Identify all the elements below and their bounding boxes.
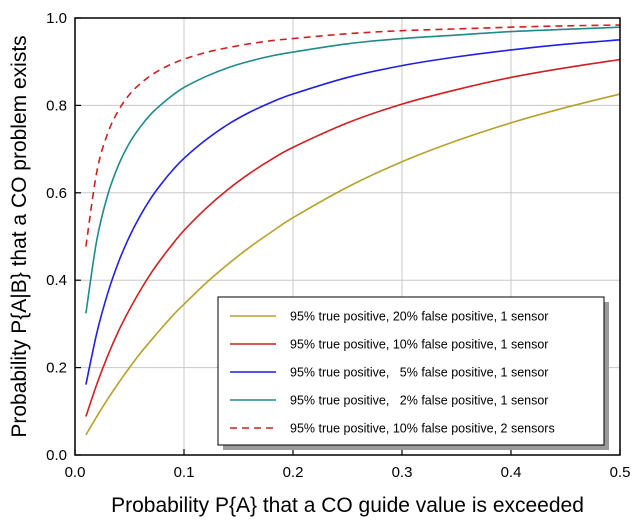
legend-label: 95% true positive, 10% false positive, 1…: [290, 338, 548, 352]
y-tick-label: 1.0: [46, 10, 67, 27]
x-tick-label: 0.0: [65, 464, 86, 481]
grid-lines: [75, 18, 620, 455]
series-lines: [85, 24, 621, 436]
legend-label: 95% true positive, 10% false positive, 2…: [290, 422, 555, 436]
y-tick-label: 0.8: [46, 97, 67, 114]
legend-label: 95% true positive, 5% false positive, 1 …: [290, 366, 548, 380]
series-line-3: [85, 39, 621, 385]
x-axis-label: Probability P{A} that a CO guide value i…: [111, 494, 584, 517]
plot-frame: [74, 17, 621, 456]
series-line-5: [85, 24, 621, 247]
legend-label: 95% true positive, 2% false positive, 1 …: [290, 394, 548, 408]
y-tick-label: 0.6: [46, 185, 67, 202]
series-line-2: [85, 58, 621, 417]
x-tick-label: 0.1: [174, 464, 195, 481]
x-tick-label: 0.2: [283, 464, 304, 481]
series-line-1: [85, 93, 621, 436]
y-tick-label: 0.4: [46, 272, 67, 289]
legend-box: [217, 296, 605, 446]
y-tick-label: 0.2: [46, 360, 67, 377]
legend: 95% true positive, 20% false positive, 1…: [217, 296, 609, 450]
legend-label: 95% true positive, 20% false positive, 1…: [290, 310, 548, 324]
y-axis-label: Probability P{A|B} that a CO problem exi…: [8, 35, 31, 437]
x-tick-label: 0.4: [501, 464, 522, 481]
x-tick-label: 0.5: [610, 464, 631, 481]
x-tick-label: 0.3: [392, 464, 413, 481]
series-line-4: [85, 26, 621, 314]
axis-ticks: 0.0 0.1 0.2 0.3 0.4 0.5 0.0 0.2 0.4 0.6 0.8 1.0: [46, 10, 630, 481]
y-tick-label: 0.0: [46, 447, 67, 464]
